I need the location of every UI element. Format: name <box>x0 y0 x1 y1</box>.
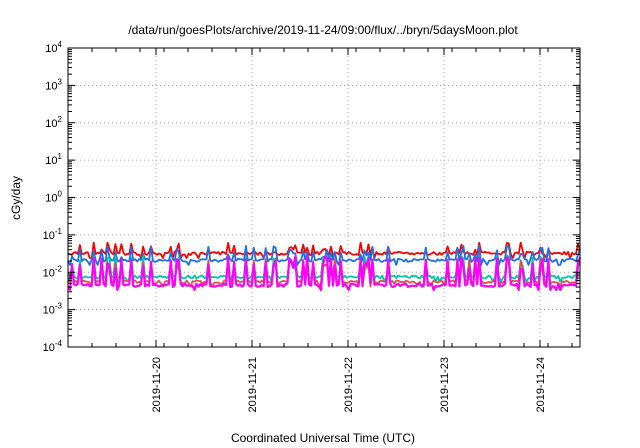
y-tick-label: 10-1 <box>43 227 63 242</box>
x-tick-label: 2019-11-20 <box>151 357 163 412</box>
y-tick-label: 103 <box>45 77 62 92</box>
series-lines <box>67 241 582 291</box>
x-tick-label: 2019-11-22 <box>343 357 355 412</box>
chart-title: /data/run/goesPlots/archive/2019-11-24/0… <box>128 23 518 37</box>
axis-ticks: 10-4 10-3 10-2 10-1 100 101 102 103 104 2019-11-2… <box>43 40 580 412</box>
y-tick-label: 104 <box>45 40 62 55</box>
x-tick-label: 2019-11-24 <box>535 357 547 412</box>
y-tick-label: 102 <box>45 115 62 130</box>
x-tick-label: 2019-11-23 <box>439 357 451 412</box>
series-line <box>67 241 581 259</box>
series-line <box>67 255 582 291</box>
y-tick-label: 100 <box>45 190 62 205</box>
y-tick-label: 10-4 <box>43 339 63 354</box>
y-tick-label: 10-2 <box>43 264 63 279</box>
y-axis-label: cGy/day <box>9 176 23 220</box>
grid <box>68 48 580 347</box>
x-tick-label: 2019-11-21 <box>247 357 259 412</box>
y-tick-label: 101 <box>45 152 62 167</box>
y-tick-label: 10-3 <box>43 302 63 317</box>
x-axis-label: Coordinated Universal Time (UTC) <box>231 431 415 445</box>
